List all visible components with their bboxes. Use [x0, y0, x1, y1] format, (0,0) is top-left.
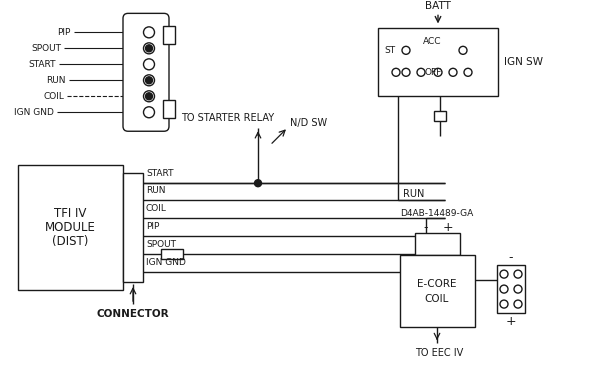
Text: COIL: COIL — [43, 92, 64, 101]
Text: COIL: COIL — [425, 294, 449, 304]
Text: (DIST): (DIST) — [52, 235, 88, 248]
FancyBboxPatch shape — [123, 14, 169, 131]
Text: IGN GND: IGN GND — [146, 258, 186, 267]
Bar — [163, 100, 175, 118]
Text: PIP: PIP — [146, 222, 160, 231]
Bar — [18, 165, 123, 290]
Bar — [400, 255, 475, 327]
Circle shape — [500, 300, 508, 308]
Text: D4AB-14489-GA: D4AB-14489-GA — [400, 209, 473, 218]
Text: RUN: RUN — [47, 76, 66, 85]
Circle shape — [500, 285, 508, 293]
Text: N/D SW: N/D SW — [290, 118, 327, 128]
Circle shape — [514, 270, 522, 278]
Text: E-CORE: E-CORE — [417, 279, 457, 289]
Bar — [497, 265, 525, 313]
Text: START: START — [29, 60, 56, 69]
Circle shape — [459, 46, 467, 54]
Text: TFI IV: TFI IV — [54, 207, 86, 220]
Text: -: - — [424, 221, 428, 234]
Circle shape — [146, 77, 152, 84]
Circle shape — [514, 300, 522, 308]
Text: START: START — [146, 169, 173, 178]
Circle shape — [500, 270, 508, 278]
Text: CONNECTOR: CONNECTOR — [97, 309, 169, 319]
Text: -: - — [509, 251, 513, 264]
Circle shape — [402, 46, 410, 54]
Circle shape — [146, 93, 152, 100]
Text: RUN: RUN — [146, 186, 166, 195]
Text: MODULE: MODULE — [44, 221, 95, 234]
Text: COIL: COIL — [146, 204, 167, 213]
Text: ST: ST — [384, 46, 395, 55]
Text: TO EEC IV: TO EEC IV — [415, 348, 463, 358]
Text: BATT: BATT — [425, 2, 451, 11]
Text: TO STARTER RELAY: TO STARTER RELAY — [181, 113, 275, 123]
Bar — [163, 26, 175, 44]
Bar — [378, 28, 498, 96]
Circle shape — [464, 68, 472, 76]
Circle shape — [449, 68, 457, 76]
Text: IGN SW: IGN SW — [504, 57, 543, 67]
Circle shape — [514, 285, 522, 293]
Text: SPOUT: SPOUT — [31, 44, 61, 53]
Bar — [434, 111, 446, 121]
Bar — [161, 249, 183, 259]
Text: +: + — [443, 221, 454, 234]
Text: IGN GND: IGN GND — [14, 108, 54, 117]
Circle shape — [254, 180, 262, 187]
Circle shape — [143, 59, 155, 70]
Text: PIP: PIP — [58, 28, 71, 37]
Bar — [415, 233, 460, 255]
Circle shape — [402, 68, 410, 76]
Text: SPOUT: SPOUT — [146, 240, 176, 249]
Circle shape — [143, 75, 155, 86]
Circle shape — [143, 91, 155, 102]
Circle shape — [143, 43, 155, 54]
Text: ACC: ACC — [423, 37, 441, 46]
Circle shape — [417, 68, 425, 76]
Circle shape — [392, 68, 400, 76]
Text: OFF: OFF — [424, 68, 442, 77]
Circle shape — [434, 68, 442, 76]
Text: +: + — [506, 315, 517, 328]
Circle shape — [143, 107, 155, 118]
Circle shape — [143, 27, 155, 38]
Bar — [123, 173, 143, 282]
Text: RUN: RUN — [403, 189, 424, 199]
Circle shape — [146, 45, 152, 52]
